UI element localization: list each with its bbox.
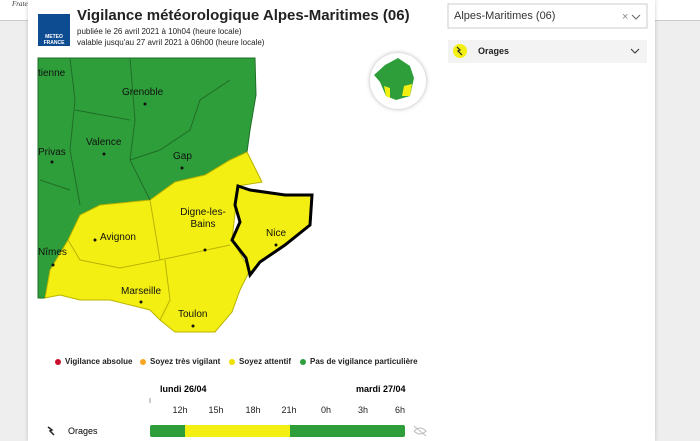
motto: Fraternité [12, 0, 41, 8]
selected-department [230, 184, 314, 279]
legend-label: Pas de vigilance particulière [310, 357, 418, 366]
select-chevron [631, 14, 641, 20]
published: publiée le 26 avril 2021 à 10h04 (heure … [77, 27, 242, 36]
logo-line: FRANCE [43, 40, 65, 46]
city-dots [50, 102, 278, 328]
select-box [447, 3, 648, 29]
logo: METEO FRANCE [38, 14, 70, 46]
day-label: lundi 26/04 [160, 384, 207, 394]
city-label: Nîmes [38, 247, 67, 258]
hour-label: 12h [172, 405, 188, 415]
valid-until: valable jusqu'au 27 avril 2021 à 06h00 (… [77, 38, 265, 47]
legend-dot [55, 359, 61, 365]
title: Vigilance météorologique Alpes-Maritimes… [77, 7, 410, 24]
legend-label: Vigilance absolue [65, 357, 133, 366]
city-label: Nice [266, 228, 287, 239]
hour-label: 18h [245, 405, 261, 415]
mini-yellow [384, 86, 390, 98]
storm-badge [453, 44, 467, 58]
city-label: Digne-les-Bains [180, 207, 226, 230]
hour-label: 21h [281, 405, 297, 415]
storm-icon [47, 426, 55, 436]
row-label: Orages [68, 426, 98, 436]
day-label: mardi 27/04 [356, 384, 406, 394]
city-label: Gap [173, 151, 192, 162]
hide-icon [413, 425, 427, 437]
city-label: Avignon [100, 232, 136, 243]
hour-label: 3h [357, 405, 369, 415]
select-value[interactable]: Alpes-Maritimes (06) [454, 10, 556, 22]
city-label: Toulon [178, 309, 208, 320]
accordion [448, 40, 647, 63]
mini-yellow [402, 84, 412, 96]
legend-dot [229, 359, 235, 365]
borders [39, 57, 231, 206]
city-label: Privas [38, 147, 66, 158]
clear-icon: × [622, 11, 628, 23]
logo-line: METEO [45, 34, 63, 40]
city-label: Marseille [121, 286, 162, 297]
city-label: Grenoble [122, 87, 164, 98]
hour-label: 0h [320, 405, 332, 415]
legend-label: Soyez très vigilant [150, 357, 221, 366]
borders [67, 199, 231, 321]
accordion-title[interactable]: Orages [478, 46, 510, 56]
hour-label: 6h [394, 405, 406, 415]
accordion-chevron [630, 48, 640, 54]
legend-dot [300, 359, 306, 365]
hour-label: 15h [208, 405, 224, 415]
city-label: tienne [38, 68, 66, 79]
timeline-yellow [185, 425, 290, 437]
legend-label: Soyez attentif [239, 357, 292, 366]
legend-dot [140, 359, 146, 365]
city-label: Valence [86, 137, 122, 148]
storm-icon [456, 46, 463, 56]
